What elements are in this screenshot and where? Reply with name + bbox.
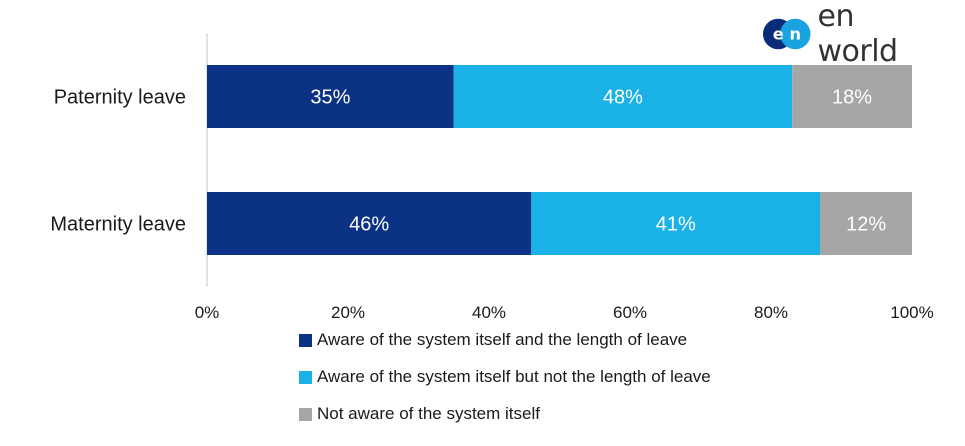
category-label-paternity-leave: Paternity leave bbox=[54, 87, 186, 109]
data-label-maternity-leave-2: 41% bbox=[656, 214, 696, 236]
legend-item: Not aware of the system itself bbox=[299, 404, 711, 424]
legend-item: Aware of the system itself but not the l… bbox=[299, 367, 711, 387]
x-tick-label: 100% bbox=[890, 303, 933, 322]
bar-segment-maternity-leave-1 bbox=[207, 192, 532, 255]
bar-segment-paternity-leave-1 bbox=[207, 65, 454, 128]
data-label-maternity-leave-1: 46% bbox=[349, 214, 389, 236]
bar-segment-paternity-leave-3 bbox=[792, 65, 912, 128]
category-label-maternity-leave: Maternity leave bbox=[50, 214, 186, 236]
legend-item: Aware of the system itself and the lengt… bbox=[299, 330, 711, 350]
svg-text:n: n bbox=[790, 25, 802, 44]
x-tick-label: 0% bbox=[195, 303, 220, 322]
legend-swatch bbox=[299, 333, 312, 347]
logo-wordmark: en world bbox=[817, 0, 898, 69]
data-label-maternity-leave-3: 12% bbox=[846, 214, 886, 236]
bar-segment-maternity-leave-3 bbox=[820, 192, 912, 255]
en-world-logo: e n en world bbox=[762, 0, 937, 69]
legend-swatch bbox=[299, 370, 312, 384]
legend-swatch bbox=[299, 407, 312, 421]
data-label-paternity-leave-2: 48% bbox=[603, 87, 643, 109]
x-tick-label: 40% bbox=[472, 303, 506, 322]
x-tick-label: 20% bbox=[331, 303, 365, 322]
x-tick-label: 80% bbox=[754, 303, 788, 322]
stacked-bar-plot: Paternity leave 35% 48% 18% Maternity leave 4… bbox=[50, 33, 934, 322]
x-tick-label: 60% bbox=[613, 303, 647, 322]
legend-label: Aware of the system itself but not the l… bbox=[317, 367, 711, 386]
svg-text:e: e bbox=[773, 25, 784, 44]
legend-label: Aware of the system itself and the lengt… bbox=[317, 330, 688, 349]
bar-segment-paternity-leave-2 bbox=[453, 65, 793, 128]
legend-label: Not aware of the system itself bbox=[317, 404, 540, 423]
bar-segment-maternity-leave-2 bbox=[531, 192, 821, 255]
data-label-paternity-leave-3: 18% bbox=[832, 87, 872, 109]
data-label-paternity-leave-1: 35% bbox=[310, 87, 350, 109]
en-logo-icon: e n bbox=[762, 18, 811, 50]
legend: Aware of the system itself and the lengt… bbox=[299, 330, 711, 441]
